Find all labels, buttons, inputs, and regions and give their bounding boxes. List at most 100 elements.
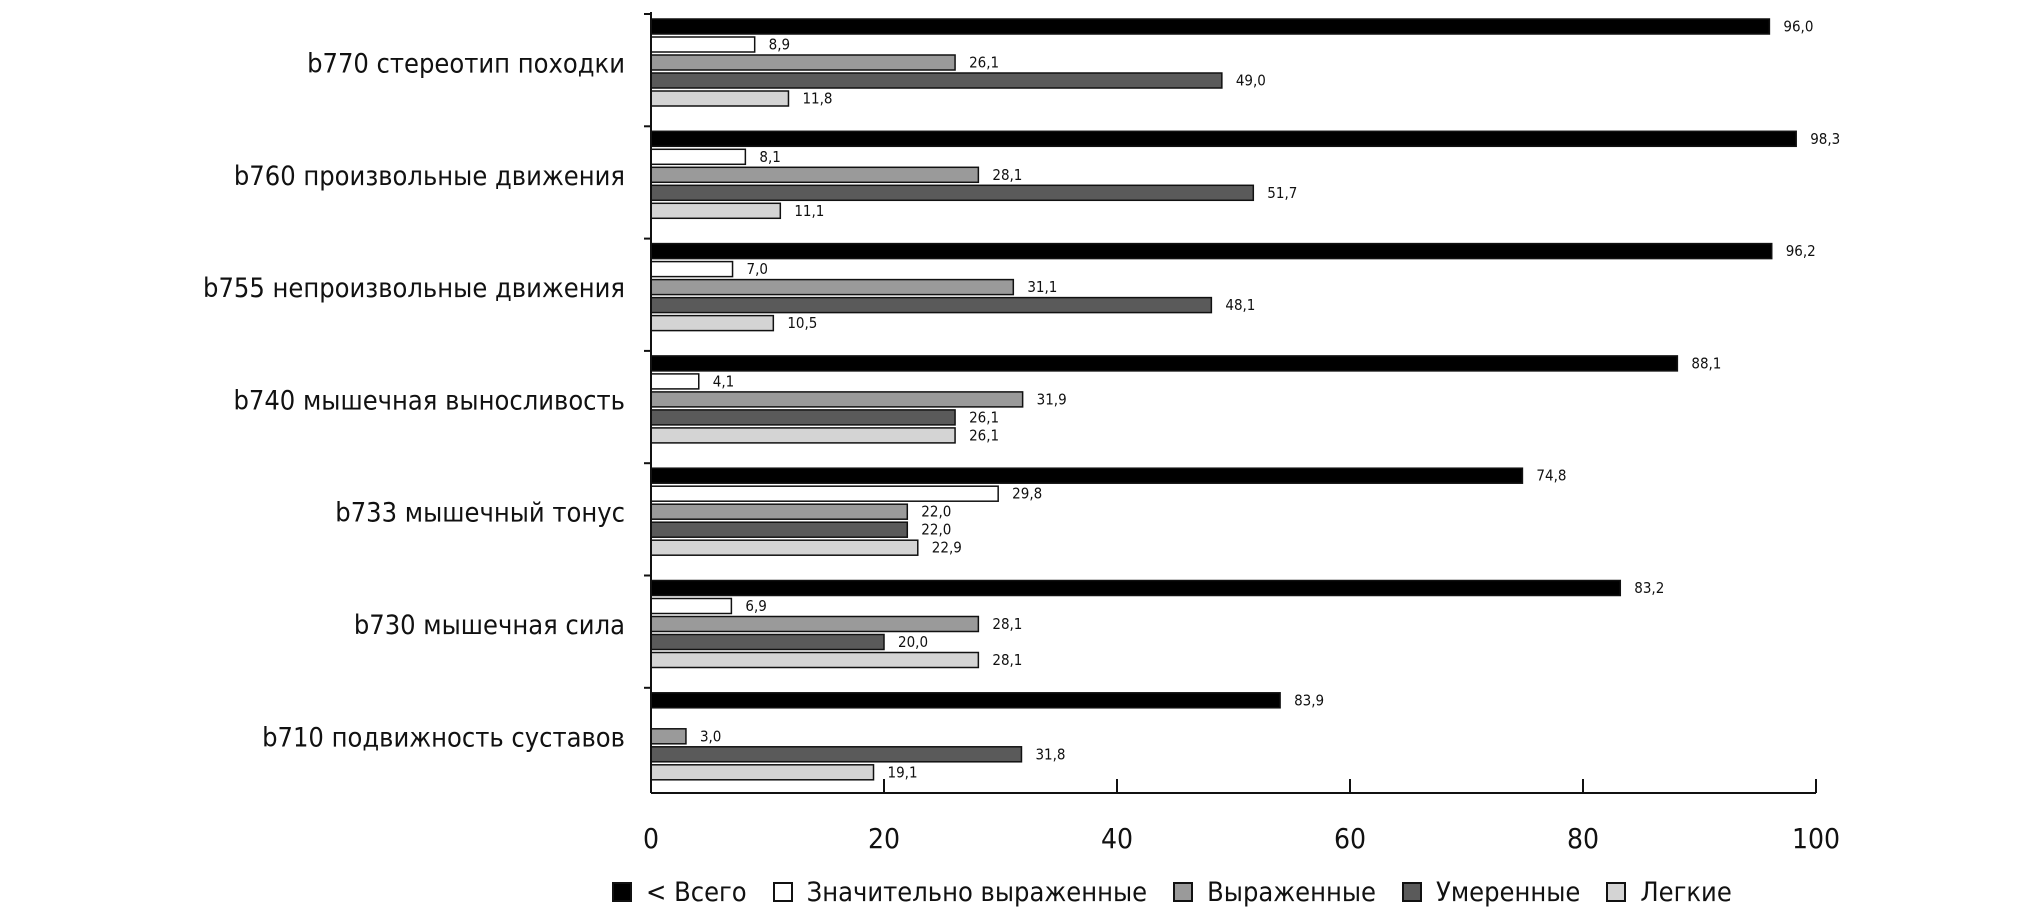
legend: < Всего Значительно выраженные Выраженные У…: [612, 875, 1758, 909]
legend-label: Легкие: [1640, 876, 1732, 908]
legend-item: < Всего: [612, 877, 747, 908]
legend-swatch: [772, 882, 793, 902]
legend-swatch: [1173, 882, 1194, 902]
data-label: 51,7: [1267, 184, 1297, 202]
category-label: b740 мышечная выносливость: [233, 385, 625, 416]
bar: [650, 746, 1023, 763]
bars-layer: [650, 18, 1797, 781]
data-label: 22,0: [921, 521, 951, 539]
legend-label: < Всего: [646, 876, 747, 908]
bar: [650, 633, 885, 651]
data-label: 11,1: [794, 202, 824, 220]
bar: [650, 503, 909, 520]
bar: [650, 728, 687, 745]
data-label: 98,3: [1810, 130, 1840, 148]
bar: [650, 427, 956, 444]
bar: [650, 579, 1622, 597]
x-tick-label: 0: [643, 822, 659, 855]
data-label: 31,1: [1027, 278, 1057, 296]
category-label: b730 мышечная сила: [354, 610, 625, 641]
legend-swatch: [612, 882, 632, 902]
x-tick-label: 40: [1101, 822, 1133, 855]
bar: [650, 202, 782, 220]
category-label: b755 непроизвольные движения: [203, 273, 625, 304]
bar: [650, 467, 1524, 484]
bar: [650, 373, 700, 390]
data-label: 20,0: [898, 633, 928, 651]
data-label: 48,1: [1225, 296, 1255, 314]
bar: [650, 692, 1281, 709]
data-label: 22,9: [932, 539, 962, 557]
data-label: 11,8: [802, 90, 832, 108]
bar: [650, 521, 909, 538]
legend-item: Выраженные: [1173, 877, 1376, 908]
bar: [650, 90, 790, 107]
data-label: 88,1: [1691, 354, 1721, 372]
data-label: 26,1: [969, 54, 999, 72]
labels-layer: b770 стереотип походки 96,0 8,9 26,1 49,0 11,…: [203, 18, 1840, 856]
data-label: 4,1: [713, 372, 734, 390]
data-label: 3,0: [700, 727, 721, 745]
data-label: 29,8: [1012, 485, 1042, 503]
data-label: 19,1: [888, 763, 918, 781]
bar: [650, 764, 875, 781]
legend-item: Умеренные: [1402, 877, 1580, 908]
data-label: 31,8: [1035, 745, 1065, 763]
data-label: 31,9: [1037, 390, 1067, 408]
data-label: 49,0: [1236, 72, 1266, 90]
x-tick-label: 100: [1792, 822, 1840, 855]
category-label: b760 произвольные движения: [234, 161, 625, 192]
bar: [650, 539, 919, 556]
bar: [650, 72, 1223, 89]
data-label: 7,0: [747, 260, 768, 278]
data-label: 26,1: [969, 426, 999, 444]
data-label: 28,1: [992, 166, 1022, 184]
bar: [650, 314, 775, 332]
data-label: 22,0: [921, 503, 951, 521]
axes: [644, 12, 1817, 794]
category-label: b733 мышечный тонус: [335, 498, 625, 529]
bar: [650, 391, 1024, 408]
legend-label: Значительно выраженные: [806, 876, 1148, 908]
data-label: 26,1: [969, 408, 999, 426]
data-label: 8,1: [759, 148, 780, 166]
x-tick-label: 60: [1334, 822, 1366, 855]
data-label: 6,9: [745, 597, 766, 615]
bar: [650, 296, 1213, 314]
category-label: b770 стереотип походки: [307, 49, 625, 80]
legend-item: Легкие: [1606, 876, 1732, 908]
bar: [650, 130, 1797, 148]
legend-swatch: [1606, 882, 1627, 902]
legend-label: Выраженные: [1207, 876, 1377, 908]
data-label: 8,9: [769, 36, 790, 54]
bar: [650, 278, 1015, 296]
bar: [650, 166, 980, 184]
bar: [650, 260, 734, 278]
data-label: 10,5: [787, 314, 817, 332]
legend-label: Умеренные: [1436, 876, 1581, 908]
bar: [650, 242, 1773, 260]
data-label: 83,9: [1294, 691, 1324, 709]
legend-item: Значительно выраженные: [772, 876, 1148, 908]
category-label: b710 подвижность суставов: [262, 722, 625, 753]
bar: [650, 651, 980, 669]
x-tick-label: 80: [1567, 822, 1599, 855]
data-label: 74,8: [1536, 467, 1566, 485]
data-label: 83,2: [1634, 579, 1664, 597]
data-label: 28,1: [992, 615, 1022, 633]
data-label: 28,1: [992, 651, 1022, 669]
bar: [650, 148, 747, 166]
bar: [650, 597, 733, 615]
bar: [650, 485, 999, 502]
bar: [650, 615, 980, 633]
data-label: 96,2: [1786, 242, 1816, 260]
legend-swatch: [1402, 882, 1423, 902]
x-tick-label: 20: [868, 822, 900, 855]
bar: [650, 54, 956, 71]
bar: [650, 184, 1255, 202]
bar: [650, 18, 1771, 35]
data-label: 96,0: [1783, 18, 1813, 36]
bar: [650, 36, 756, 53]
bar: [650, 409, 956, 426]
